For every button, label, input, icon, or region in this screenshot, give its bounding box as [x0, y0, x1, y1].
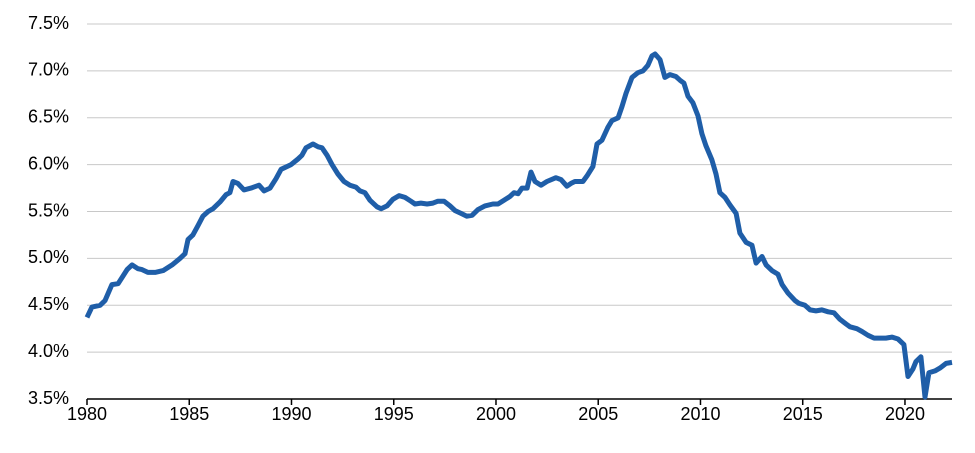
y-tick-label: 5.0%: [28, 247, 69, 267]
x-tick-label: 2015: [783, 404, 823, 424]
x-tick-label: 2020: [885, 404, 925, 424]
x-tick-label: 1985: [169, 404, 209, 424]
y-tick-label: 6.5%: [28, 107, 69, 127]
y-tick-label: 6.0%: [28, 153, 69, 173]
y-tick-label: 4.5%: [28, 294, 69, 314]
y-tick-label: 3.5%: [28, 388, 69, 408]
x-tick-label: 2010: [680, 404, 720, 424]
x-tick-label: 2000: [476, 404, 516, 424]
y-tick-label: 4.0%: [28, 341, 69, 361]
x-tick-label: 2005: [578, 404, 618, 424]
data-line: [84, 51, 953, 400]
x-tick-label: 1995: [374, 404, 414, 424]
y-tick-label: 7.0%: [28, 60, 69, 80]
x-tick-label: 1990: [271, 404, 311, 424]
y-tick-label: 7.5%: [28, 13, 69, 33]
y-tick-label: 5.5%: [28, 200, 69, 220]
x-tick-label: 1980: [67, 404, 107, 424]
